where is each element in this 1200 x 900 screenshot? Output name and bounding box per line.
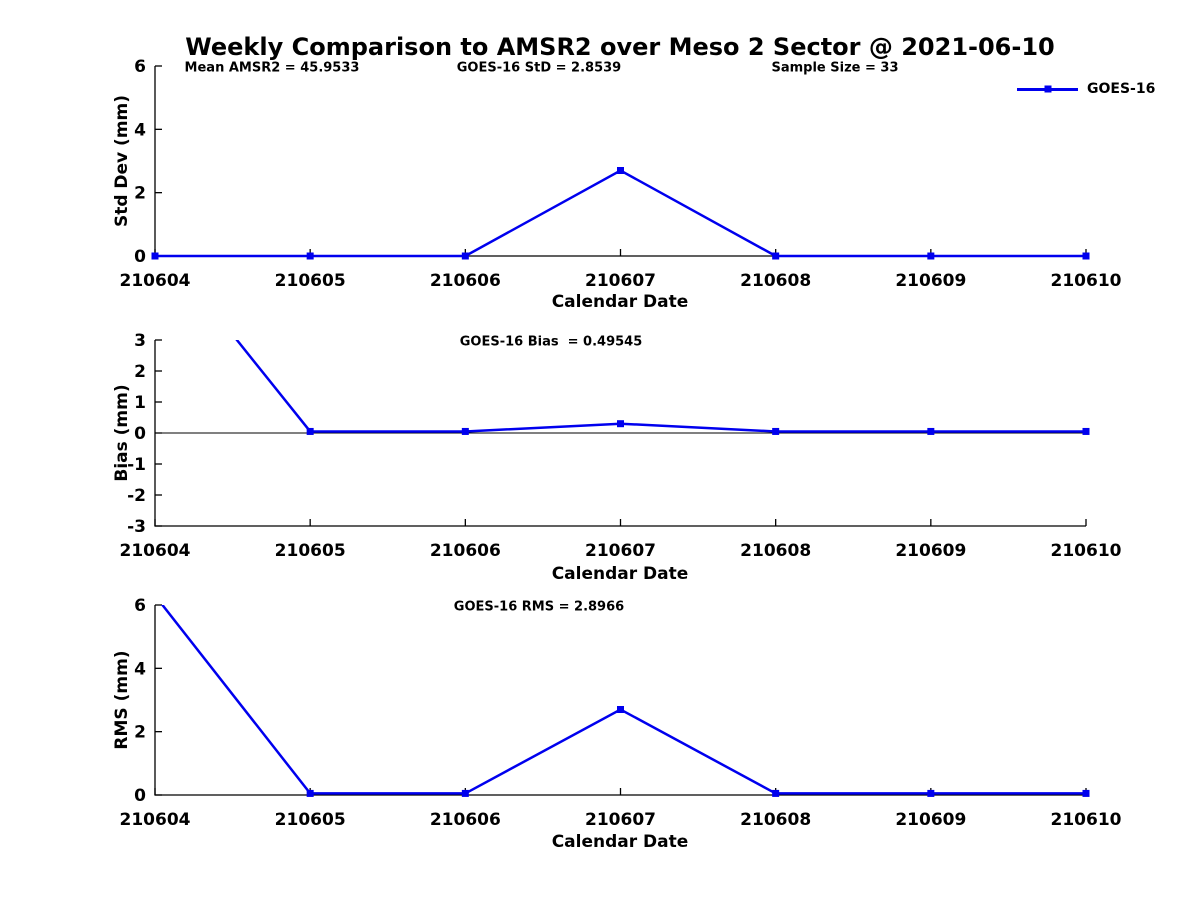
- series-marker: [772, 427, 780, 435]
- series-marker: [927, 427, 935, 435]
- legend-line-sample: [1017, 85, 1078, 93]
- y-tick-label: 2: [134, 362, 146, 382]
- x-tick-label: 210607: [585, 271, 656, 291]
- xlabel-calendar-date-2: Calendar Date: [551, 564, 689, 584]
- x-tick-label: 210610: [1051, 810, 1122, 830]
- y-tick-label: 2: [134, 184, 146, 204]
- series-marker: [617, 167, 624, 174]
- series-marker: [1082, 789, 1090, 797]
- series-marker: [306, 252, 314, 260]
- y-tick-label: -1: [127, 455, 146, 475]
- x-tick-label: 210608: [740, 271, 811, 291]
- y-tick-label: 1: [134, 393, 146, 413]
- series-marker: [772, 789, 780, 797]
- series-marker: [461, 252, 469, 260]
- legend-marker-icon: [1044, 85, 1051, 93]
- x-tick-label: 210607: [585, 810, 656, 830]
- ylabel-bias: Bias (mm): [112, 384, 132, 482]
- series-line: [155, 169, 1086, 258]
- annotation-mean-amsr2: Mean AMSR2 = 45.9533: [184, 60, 360, 76]
- x-tick-label: 210604: [120, 271, 191, 291]
- x-tick-label: 210606: [430, 541, 501, 561]
- rms-plot: 210604 210605 210606 210607 210608 210609 2106…: [120, 596, 1122, 830]
- y-tick-label: 0: [134, 786, 146, 806]
- x-tick-label: 210609: [895, 541, 966, 561]
- series-marker: [306, 789, 314, 797]
- series-marker: [617, 420, 624, 428]
- annotation-goes16-rms: GOES-16 RMS = 2.8966: [453, 599, 625, 615]
- legend-label: GOES-16: [1087, 81, 1156, 97]
- y-tick-label: 3: [134, 331, 146, 351]
- series-marker: [927, 789, 935, 797]
- x-tick-label: 210604: [120, 810, 191, 830]
- y-tick-label: 2: [134, 723, 146, 743]
- y-tick-label: 6: [134, 596, 146, 616]
- xlabel-calendar-date-1: Calendar Date: [551, 292, 689, 312]
- y-tick-label: 6: [134, 57, 146, 77]
- series-marker: [1082, 252, 1090, 260]
- y-tick-label: 0: [134, 424, 146, 444]
- series-marker: [772, 252, 780, 260]
- x-tick-label: 210608: [740, 541, 811, 561]
- series-marker: [927, 252, 935, 260]
- series-marker: [1082, 427, 1090, 435]
- legend: GOES-16: [1017, 81, 1155, 97]
- y-tick-label: 4: [134, 659, 146, 679]
- series-line: [160, 605, 1086, 795]
- x-tick-label: 210609: [895, 271, 966, 291]
- ylabel-rms: RMS (mm): [112, 650, 132, 750]
- x-tick-label: 210605: [275, 271, 346, 291]
- x-tick-label: 210604: [120, 541, 191, 561]
- x-tick-label: 210608: [740, 810, 811, 830]
- y-tick-label: -2: [127, 486, 146, 506]
- series-marker: [617, 706, 624, 713]
- annotation-goes16-bias: GOES-16 Bias = 0.49545: [459, 334, 643, 350]
- y-tick-label: 0: [134, 247, 146, 267]
- x-tick-label: 210605: [275, 810, 346, 830]
- y-tick-label: -3: [127, 517, 146, 537]
- x-tick-label: 210605: [275, 541, 346, 561]
- series-marker: [461, 427, 469, 435]
- annotation-goes16-std: GOES-16 StD = 2.8539: [456, 60, 622, 76]
- axes-lines: [154, 605, 1086, 796]
- x-tick-label: 210609: [895, 810, 966, 830]
- std-dev-plot: 210604 210605 210606 210607 210608 210609 2106…: [120, 57, 1122, 291]
- x-tick-label: 210606: [430, 271, 501, 291]
- x-tick-label: 210610: [1051, 541, 1122, 561]
- x-tick-label: 210610: [1051, 271, 1122, 291]
- ylabel-std-dev: Std Dev (mm): [112, 94, 132, 228]
- series-marker: [151, 252, 159, 260]
- x-tick-label: 210606: [430, 810, 501, 830]
- y-tick-label: 4: [134, 120, 146, 140]
- xlabel-calendar-date-3: Calendar Date: [551, 832, 689, 852]
- annotation-sample-size: Sample Size = 33: [771, 60, 899, 76]
- series-marker: [306, 427, 314, 435]
- figure-title: Weekly Comparison to AMSR2 over Meso 2 S…: [185, 33, 1055, 61]
- series-marker: [461, 789, 469, 797]
- axes-lines: [154, 66, 1086, 257]
- x-tick-label: 210607: [585, 541, 656, 561]
- bias-plot: 210604 210605 210606 210607 210608 210609 2106…: [120, 331, 1122, 561]
